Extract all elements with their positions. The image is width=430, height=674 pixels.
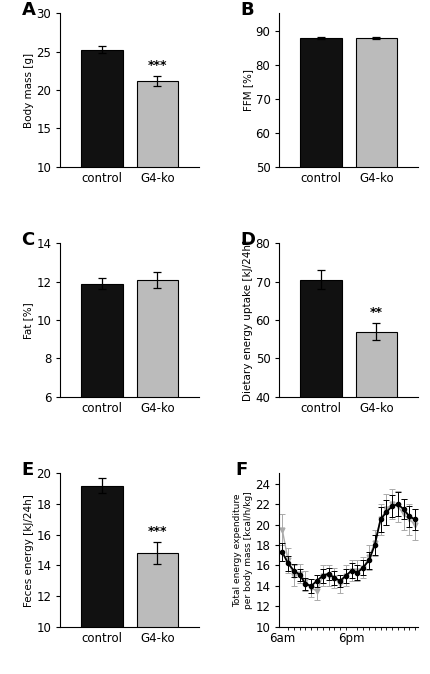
Text: E: E xyxy=(22,461,34,479)
Y-axis label: Total energy expenditure
per body mass [kcal/h/kg]: Total energy expenditure per body mass [… xyxy=(233,491,252,609)
Bar xyxy=(355,332,396,550)
Bar xyxy=(81,284,123,512)
Y-axis label: FFM [%]: FFM [%] xyxy=(242,69,252,111)
Bar xyxy=(136,553,178,674)
Y-axis label: Body mass [g]: Body mass [g] xyxy=(24,53,34,127)
Bar xyxy=(136,280,178,512)
Text: **: ** xyxy=(369,305,382,319)
Y-axis label: Fat [%]: Fat [%] xyxy=(24,302,34,338)
Text: ***: *** xyxy=(147,59,167,71)
Text: D: D xyxy=(240,231,255,249)
Y-axis label: Feces energy [kJ/24h]: Feces energy [kJ/24h] xyxy=(24,494,34,607)
Text: ***: *** xyxy=(147,525,167,538)
Bar xyxy=(300,280,341,550)
Bar xyxy=(136,81,178,243)
Bar xyxy=(81,49,123,243)
Text: C: C xyxy=(22,231,35,249)
Text: A: A xyxy=(22,1,35,20)
Text: F: F xyxy=(234,461,247,479)
Bar xyxy=(355,38,396,337)
Y-axis label: Dietary energy uptake [kJ/24h]: Dietary energy uptake [kJ/24h] xyxy=(242,239,252,401)
Text: B: B xyxy=(240,1,254,20)
Bar xyxy=(300,38,341,337)
Bar xyxy=(81,486,123,674)
